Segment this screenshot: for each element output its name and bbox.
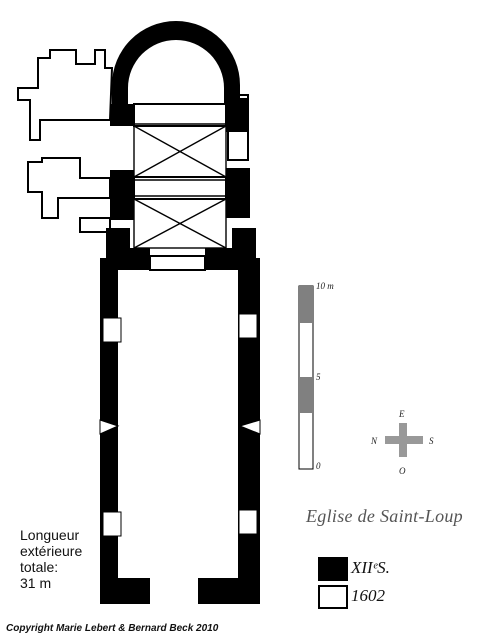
window-openings <box>99 313 261 537</box>
compass-west: O <box>399 466 406 476</box>
annex-1602 <box>17 49 249 271</box>
diagram-title: Eglise de Saint-Loup <box>306 506 463 526</box>
scale-label-0: 0 <box>316 461 321 471</box>
legend-label-12th-century: XIIᵉS. <box>351 558 390 577</box>
scale-label-5: 5 <box>316 372 321 382</box>
scale-bar <box>298 285 314 470</box>
compass-north: N <box>371 436 378 446</box>
rib-vaults <box>130 123 230 249</box>
compass-cross <box>385 423 423 457</box>
copyright-notice: Copyright Marie Lebert & Bernard Beck 20… <box>6 623 219 634</box>
legend-swatch-1602 <box>318 585 348 609</box>
compass-south: S <box>429 436 434 446</box>
scale-label-10m: 10 m <box>316 281 334 291</box>
legend-label-1602: 1602 <box>351 586 385 605</box>
length-note: Longueur extérieure totale: 31 m <box>20 527 83 591</box>
compass-east: E <box>399 409 405 419</box>
legend-swatch-12th-century <box>318 557 348 581</box>
